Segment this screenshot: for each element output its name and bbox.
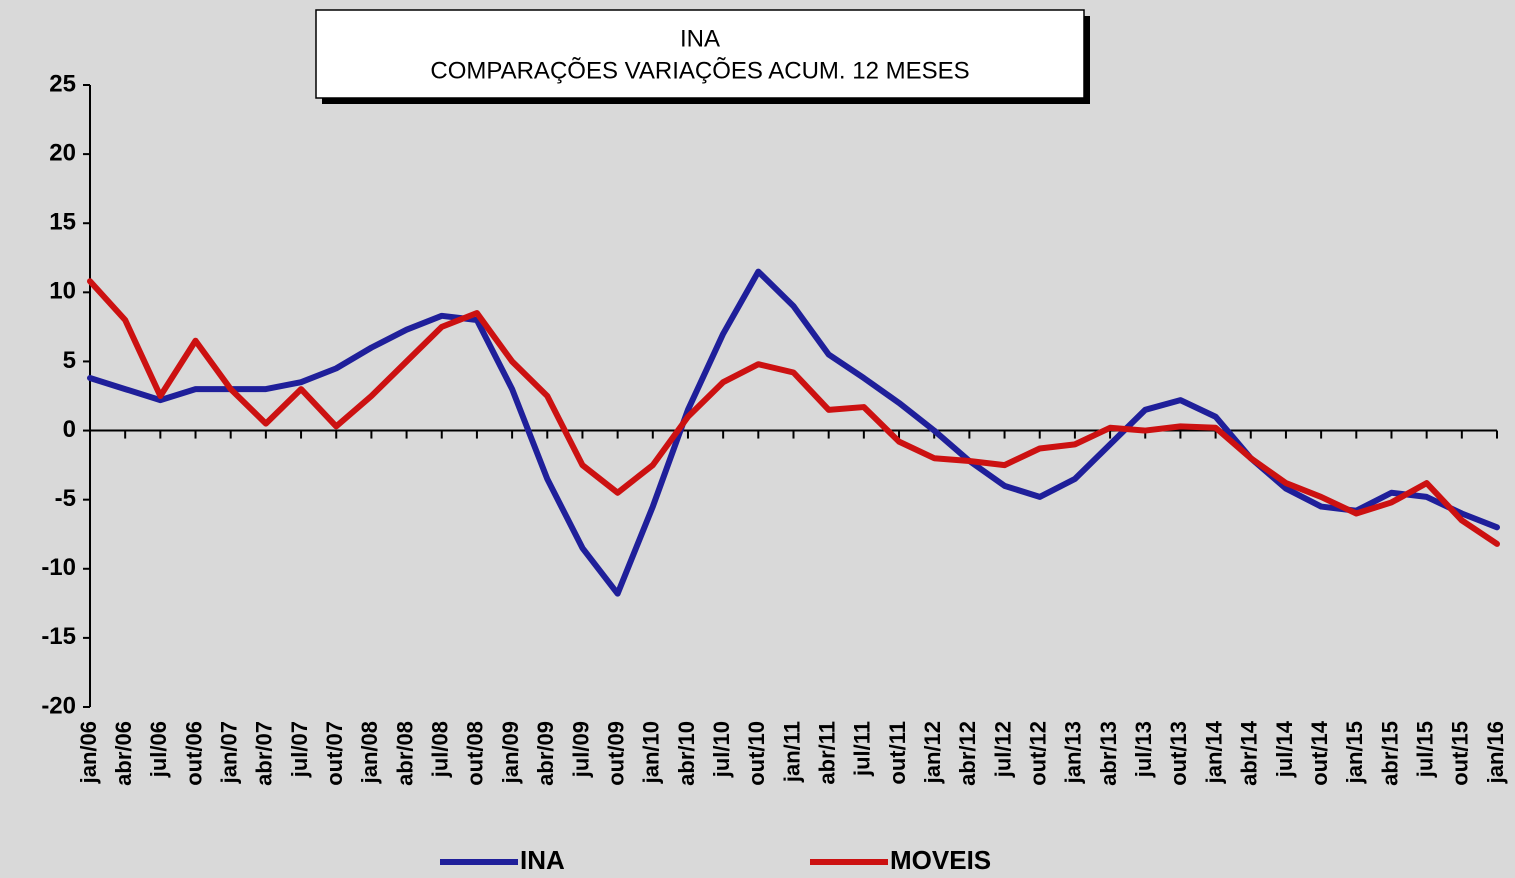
- x-tick-label: jul/13: [1131, 721, 1156, 778]
- y-tick-label: 15: [49, 209, 76, 236]
- x-tick-label: abr/11: [814, 721, 839, 785]
- x-tick-label: out/09: [603, 721, 628, 786]
- x-tick-label: abr/09: [533, 721, 558, 786]
- x-tick-label: out/15: [1448, 721, 1473, 786]
- x-tick-label: jul/07: [287, 721, 312, 778]
- x-tick-label: abr/15: [1377, 721, 1402, 786]
- x-tick-label: jul/15: [1412, 721, 1437, 778]
- x-tick-label: jul/10: [709, 721, 734, 778]
- x-tick-label: out/14: [1307, 720, 1332, 786]
- x-tick-label: out/07: [322, 721, 347, 786]
- x-tick-label: jan/16: [1483, 721, 1508, 784]
- y-tick-label: -10: [41, 554, 76, 581]
- title-box: [315, 9, 1085, 99]
- x-tick-label: jan/10: [639, 721, 664, 784]
- x-tick-label: abr/07: [252, 721, 277, 786]
- x-tick-label: abr/06: [111, 721, 136, 786]
- x-tick-label: jan/08: [357, 721, 382, 784]
- legend-label: MOVEIS: [890, 845, 991, 875]
- x-tick-label: out/10: [744, 721, 769, 786]
- x-tick-label: jul/11: [850, 721, 875, 777]
- y-tick-label: 0: [63, 416, 76, 443]
- x-tick-label: jan/06: [76, 721, 101, 784]
- legend-label: INA: [520, 845, 565, 875]
- y-tick-label: -20: [41, 692, 76, 719]
- x-tick-label: jan/09: [498, 721, 523, 784]
- x-tick-label: jan/11: [779, 721, 804, 783]
- x-tick-label: abr/10: [674, 721, 699, 786]
- x-tick-label: abr/13: [1096, 721, 1121, 786]
- y-tick-label: 20: [49, 139, 76, 166]
- x-tick-label: jul/06: [146, 721, 171, 778]
- x-tick-label: out/08: [463, 721, 488, 786]
- x-tick-label: abr/12: [955, 721, 980, 786]
- x-tick-label: abr/08: [392, 721, 417, 786]
- x-tick-label: jan/12: [920, 721, 945, 784]
- x-tick-label: out/11: [885, 721, 910, 785]
- x-tick-label: jul/08: [428, 721, 453, 778]
- x-tick-label: out/13: [1166, 721, 1191, 786]
- chart-title: INA: [680, 25, 720, 52]
- y-tick-label: -15: [41, 623, 76, 650]
- x-tick-label: jan/13: [1061, 721, 1086, 784]
- y-tick-label: 5: [63, 347, 76, 374]
- x-tick-label: jan/07: [217, 721, 242, 784]
- x-tick-label: jul/12: [990, 721, 1015, 778]
- y-tick-label: -5: [55, 485, 76, 512]
- chart-subtitle: COMPARAÇÕES VARIAÇÕES ACUM. 12 MESES: [430, 56, 969, 84]
- x-tick-label: abr/14: [1237, 720, 1262, 786]
- x-tick-label: out/12: [1026, 721, 1051, 786]
- y-tick-label: 10: [49, 278, 76, 305]
- series-line: [87, 278, 1500, 547]
- x-tick-label: jan/15: [1342, 721, 1367, 784]
- x-tick-label: jul/09: [568, 721, 593, 778]
- x-tick-label: jan/14: [1201, 720, 1226, 784]
- y-tick-label: 25: [49, 70, 76, 97]
- x-tick-label: out/06: [181, 721, 206, 786]
- x-tick-label: jul/14: [1272, 720, 1297, 778]
